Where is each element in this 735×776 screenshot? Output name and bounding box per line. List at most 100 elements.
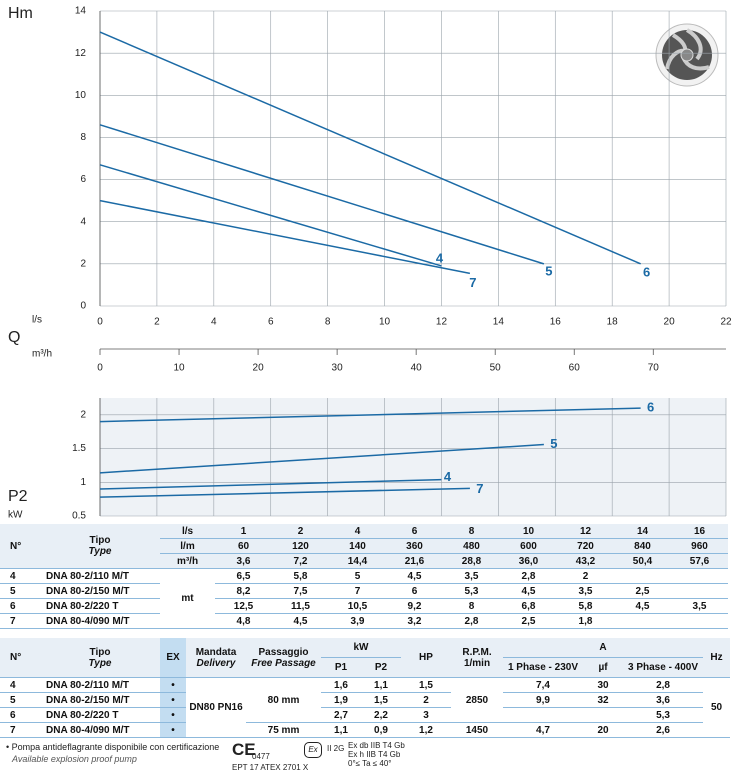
header-row: l/m 60 120 140 360 480 600 720 840 960 [0, 538, 728, 554]
y-axis-unit: kW [8, 510, 23, 521]
head-cell: 5,8 [272, 568, 329, 584]
curve [99, 124, 545, 265]
header-cell: Hz [703, 638, 731, 678]
header-cell: P2 [361, 657, 401, 678]
header-cell: Tipo Type [40, 524, 160, 569]
head-cell: 6,5 [215, 568, 272, 584]
head-cell: 4,5 [500, 583, 557, 599]
x-tick-label: 18 [607, 317, 619, 328]
head-cell: 3,5 [671, 598, 728, 614]
a1-cell: 9,9 [503, 692, 583, 708]
head-cell: 7,5 [272, 583, 329, 599]
y-axis-label: P2 [8, 488, 28, 505]
axis-symbol: Q [8, 329, 20, 346]
flow-cell: 50,4 [614, 553, 671, 569]
performance-table: N° Tipo Type l/s 1 2 4 6 8 10 12 14 16 l/m 60 120 140 360… [0, 524, 728, 629]
header-cell: µf [583, 657, 623, 678]
head-cell: 6 [386, 583, 443, 599]
flow-cell: 14 [614, 524, 671, 539]
p1-cell: 1,6 [321, 677, 361, 693]
x-tick-label: 40 [411, 363, 423, 374]
head-cell: 10,5 [329, 598, 386, 614]
flow-cell: 6 [386, 524, 443, 539]
header-row: N° Tipo Type l/s 1 2 4 6 8 10 12 14 16 [0, 524, 728, 569]
uf-cell: 20 [583, 722, 623, 738]
hp-cell: 2 [401, 692, 451, 708]
p2-cell: 1,5 [361, 692, 401, 708]
ex-marking: Ex db IIB T4 Gb [348, 741, 405, 750]
head-cell: 3,9 [329, 613, 386, 629]
number-cell: 6 [0, 598, 40, 614]
header-cell-en: Free Passage [251, 657, 316, 669]
flow-cell: 140 [329, 538, 386, 554]
flow-cell: 4 [329, 524, 386, 539]
header-cell: kW [321, 638, 401, 658]
rpm-cell: 1450 [451, 722, 503, 738]
flow-cell: 21,6 [386, 553, 443, 569]
x-tick-label: 8 [325, 317, 331, 328]
passage-cell: 75 mm [246, 722, 321, 738]
x-tick-label: 70 [648, 363, 660, 374]
hp-cell: 3 [401, 707, 451, 723]
unit-label: m³/h [160, 553, 215, 569]
head-cell: 3,5 [443, 568, 500, 584]
empty-cell [503, 707, 583, 723]
footnote: • Pompa antideflagrante disponibile con … [6, 742, 220, 752]
head-cell: 3,5 [557, 583, 614, 599]
curve [99, 487, 470, 498]
model-cell: DNA 80-2/110 M/T [40, 677, 160, 693]
p1-cell: 1,1 [321, 722, 361, 738]
ex-cell: • [160, 677, 186, 693]
x-tick-label: 0 [97, 363, 103, 374]
x-tick-label: 30 [332, 363, 344, 374]
header-cell: A [503, 638, 704, 658]
hp-cell: 1,5 [401, 677, 451, 693]
header-cell: 3 Phase - 400V [623, 657, 704, 678]
model-cell: DNA 80-4/090 M/T [40, 722, 160, 738]
head-cell: 8,2 [215, 583, 272, 599]
header-cell-en: Type [88, 546, 112, 557]
flow-cell: 60 [215, 538, 272, 554]
curve [99, 443, 544, 474]
head-cell: 2,5 [614, 583, 671, 599]
flow-cell: 28,8 [443, 553, 500, 569]
curve-label: 5 [545, 263, 552, 278]
ex-cell: • [160, 722, 186, 738]
empty-cell [671, 568, 728, 584]
curve [99, 407, 641, 423]
power-plot-background [100, 398, 726, 516]
uf-cell: 32 [583, 692, 623, 708]
empty-cell [671, 613, 728, 629]
specs-table: N° Tipo Type EX Mandata Delivery Passaggio Free… [0, 638, 731, 738]
flow-cell: 8 [443, 524, 500, 539]
a3-cell: 2,6 [623, 722, 704, 738]
flow-cell: 57,6 [671, 553, 728, 569]
flow-cell: 36,0 [500, 553, 557, 569]
flow-cell: 10 [500, 524, 557, 539]
flow-cell: 1 [215, 524, 272, 539]
head-cell: 2,8 [443, 613, 500, 629]
head-cell: 4,5 [614, 598, 671, 614]
x-axis-label: m³/h [32, 349, 52, 360]
charts: 0 2 4 6 8 10 12 14 16 18 20 2202468101214Hml/s65470… [8, 5, 732, 522]
flow-cell: 480 [443, 538, 500, 554]
flow-cell: 360 [386, 538, 443, 554]
y-tick-label: 2 [80, 409, 86, 420]
y-tick-label: 6 [80, 174, 86, 185]
y-tick-label: 0.5 [72, 511, 86, 522]
flow-cell: 960 [671, 538, 728, 554]
x-tick-label: 14 [493, 317, 505, 328]
head-cell: 2 [557, 568, 614, 584]
ex-marking: 0°≤ Ta ≤ 40° [348, 759, 392, 768]
head-cell: 3,2 [386, 613, 443, 629]
head-cell: 6,8 [500, 598, 557, 614]
y-tick-label: 1.5 [72, 443, 86, 454]
header-cell-it: R.P.M. [462, 646, 492, 658]
flow-cell: 720 [557, 538, 614, 554]
data-row: 5 DNA 80-2/150 M/T • 1,9 1,5 2 9,9 32 3,6 [0, 692, 730, 708]
number-cell: 7 [0, 613, 40, 629]
unit-label: l/m [160, 538, 215, 554]
flow-cell: 120 [272, 538, 329, 554]
header-cell-it: Tipo [89, 535, 111, 546]
head-cell: 9,2 [386, 598, 443, 614]
